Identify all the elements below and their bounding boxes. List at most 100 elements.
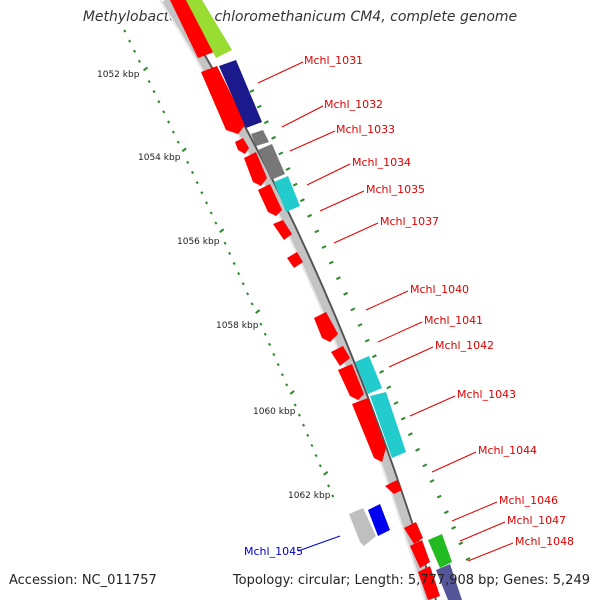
genome-backbone-highlight xyxy=(159,0,426,600)
ruler-tick xyxy=(429,479,435,483)
gene-feature[interactable] xyxy=(258,184,282,216)
ruler-tick xyxy=(321,245,327,249)
gene-label[interactable]: Mchl_1040 xyxy=(410,283,469,296)
gene-feature[interactable] xyxy=(219,60,262,128)
gene-feature[interactable] xyxy=(274,176,300,212)
ruler-tick xyxy=(302,423,306,427)
ruler-tick xyxy=(314,229,320,234)
ruler-tick xyxy=(323,470,329,476)
ruler-tick xyxy=(223,241,227,245)
ruler-tick xyxy=(314,453,318,458)
gene-feature[interactable] xyxy=(410,540,430,568)
gene-label[interactable]: Mchl_1031 xyxy=(304,54,363,67)
ruler-tick xyxy=(371,354,377,359)
ruler-tick xyxy=(297,413,301,417)
ruler-tick xyxy=(256,104,262,109)
ruler-tick xyxy=(157,100,161,104)
ruler-tick xyxy=(379,369,385,374)
ruler-tick xyxy=(272,352,276,357)
gene-feature[interactable] xyxy=(258,144,285,180)
gene-feature[interactable] xyxy=(170,0,214,58)
gene-feature[interactable] xyxy=(314,312,338,342)
gene-feature[interactable] xyxy=(273,220,292,240)
gene-label[interactable]: Mchl_1034 xyxy=(352,156,411,169)
gene-label[interactable]: Mchl_1044 xyxy=(478,444,537,457)
label-connector-1045 xyxy=(297,535,341,552)
ruler-label-1056: 1056 kbp xyxy=(177,237,220,247)
gene-feature[interactable] xyxy=(244,152,267,186)
gene-label[interactable]: Mchl_1048 xyxy=(515,535,574,548)
gene-feature[interactable] xyxy=(338,364,364,400)
ruler-tick xyxy=(167,120,171,124)
gene-label[interactable]: Mchl_1037 xyxy=(380,215,439,228)
ruler-tick xyxy=(176,140,180,144)
gene-feature[interactable] xyxy=(404,522,423,544)
gene-feature[interactable] xyxy=(436,564,462,600)
ruler-tick xyxy=(250,302,254,306)
gene-label[interactable]: Mchl_1035 xyxy=(366,183,425,196)
gene-labels: Mchl_1031 Mchl_1032 Mchl_1033 Mchl_1034 … xyxy=(244,54,574,558)
gene-label[interactable]: Mchl_1046 xyxy=(499,494,558,507)
outer-ruler-track xyxy=(249,89,471,561)
gene-feature[interactable] xyxy=(355,356,382,394)
ruler-tick xyxy=(422,463,428,468)
gene-feature[interactable] xyxy=(385,480,402,494)
gene-label[interactable]: Mchl_1041 xyxy=(424,314,483,327)
ruler-tick xyxy=(393,401,399,405)
gene-label[interactable]: Mchl_1045 xyxy=(244,545,303,558)
gene-feature[interactable] xyxy=(352,398,386,462)
ruler-tick xyxy=(400,416,406,421)
ruler-tick xyxy=(306,433,310,437)
ruler-tick xyxy=(181,147,187,153)
ruler-tick xyxy=(327,484,331,488)
gene-label[interactable]: Mchl_1033 xyxy=(336,123,395,136)
ruler-tick xyxy=(451,525,457,530)
gene-label[interactable]: Mchl_1042 xyxy=(435,339,494,352)
ruler-tick xyxy=(407,432,413,437)
gene-label[interactable]: Mchl_1047 xyxy=(507,514,566,527)
accession-text: Accession: NC_011757 xyxy=(9,573,157,588)
ruler-tick xyxy=(357,323,363,327)
ruler-tick xyxy=(228,251,232,255)
gene-feature[interactable] xyxy=(418,566,440,600)
gene-feature[interactable] xyxy=(349,508,376,546)
gene-label[interactable]: Mchl_1043 xyxy=(457,388,516,401)
gene-feature[interactable] xyxy=(370,392,406,458)
ruler-label-1060: 1060 kbp xyxy=(253,407,296,417)
ruler-tick xyxy=(137,59,141,63)
gene-feature[interactable] xyxy=(287,252,303,268)
ruler-label-1058: 1058 kbp xyxy=(216,321,259,331)
ruler-label-1052: 1052 kbp xyxy=(97,70,140,80)
genome-backbone xyxy=(161,0,435,600)
ruler-tick xyxy=(190,170,195,175)
ruler-tick xyxy=(280,373,284,377)
gene-feature[interactable] xyxy=(331,346,350,366)
ruler-tick xyxy=(271,135,277,140)
ruler-tick xyxy=(249,89,255,93)
ruler-tick xyxy=(289,390,295,395)
ruler-tick xyxy=(142,66,149,72)
ruler-tick xyxy=(310,443,314,448)
gene-feature[interactable] xyxy=(201,66,246,134)
gene-feature[interactable] xyxy=(251,130,269,146)
ruler-tick xyxy=(292,182,298,187)
ruler-track xyxy=(123,29,335,498)
gene-label[interactable]: Mchl_1032 xyxy=(324,98,383,111)
ruler-tick xyxy=(162,110,166,114)
ruler-tick xyxy=(205,201,209,205)
ruler-tick xyxy=(147,79,151,84)
gene-feature[interactable] xyxy=(186,0,232,58)
ruler-label-1054: 1054 kbp xyxy=(138,153,181,163)
gene-feature[interactable] xyxy=(368,504,390,536)
ruler-tick xyxy=(343,291,349,296)
gene-feature[interactable] xyxy=(235,138,249,154)
gene-feature[interactable] xyxy=(428,534,452,568)
ruler-tick xyxy=(237,272,241,276)
ruler-label-1062: 1062 kbp xyxy=(288,491,331,501)
ruler-tick xyxy=(415,447,421,452)
ruler-tick xyxy=(152,90,156,94)
ruler-tick xyxy=(132,49,137,53)
ruler-tick xyxy=(436,494,442,499)
